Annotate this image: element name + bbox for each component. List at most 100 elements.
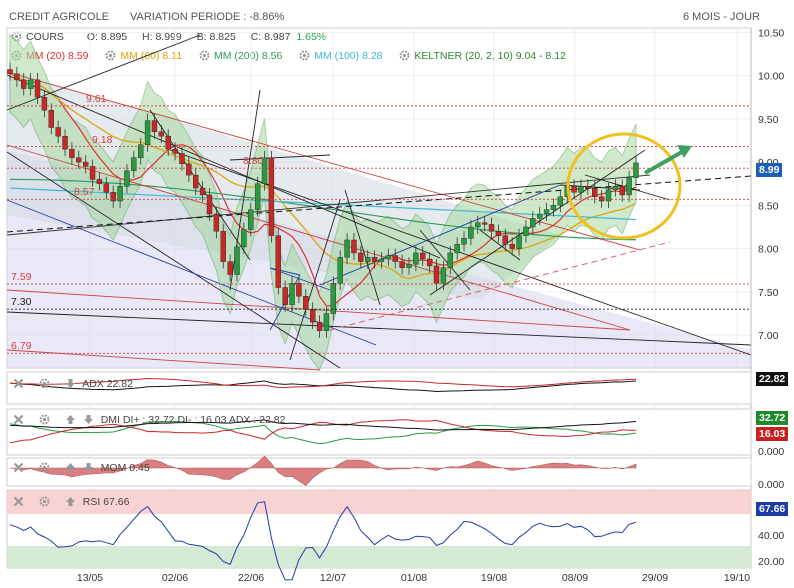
candle-body [468,226,474,239]
highlight-circle [566,132,682,240]
up-arrow-icon[interactable] [65,496,76,507]
price-level-label: 8.80 [243,155,264,168]
trend-line [429,149,646,296]
candle-body [371,257,378,262]
trend-line [169,149,752,356]
candle-body [117,186,123,202]
trend-line [319,184,561,286]
mom-zero-tick: 0.000 [758,479,785,491]
last-price-badge: 8.99 [756,163,783,177]
candle-body [261,157,268,184]
candle-body [289,283,295,306]
close-value: C: 8.987 [250,31,291,43]
adx-badge: 22.82 [756,372,789,386]
candle-body [241,229,247,248]
gear-icon[interactable] [39,462,50,473]
candle-body [461,238,467,245]
candle-body [536,213,543,219]
candle-body [323,313,330,331]
up-arrow-icon[interactable] [65,414,76,425]
price-level-label: 7.30 [11,296,32,309]
indicator-panel [6,457,752,487]
mom-label: MOM [100,462,127,474]
gear-icon[interactable] [39,414,50,425]
gear-icon[interactable] [11,31,22,42]
overlay-keltner[interactable]: KELTNER (20, 2, 10) 9.04 - 8.12 [399,50,566,62]
candle-body [475,222,481,228]
candle-body [309,308,316,323]
rsi-line [9,501,637,581]
down-arrow-icon[interactable] [83,462,94,473]
down-arrow-icon[interactable] [83,414,94,425]
candle-body [158,131,165,137]
dmi-minus: DI- : 16.03 [177,414,227,426]
candle-body [495,231,502,236]
candle-body [633,162,639,178]
overlay-mm60[interactable]: MM (60) 8.11 [105,50,182,62]
candle-body [385,255,392,260]
candle-body [516,235,522,249]
candle-body [76,157,82,163]
instrument-name: CREDIT AGRICOLE [9,11,110,23]
candle-body [578,186,584,193]
keltner-band [9,33,637,371]
di-minus-line [9,419,637,444]
overlay-name: MM (100) [314,50,360,62]
x-tick-label: 29/09 [642,572,668,584]
candle-body [592,187,598,197]
trend-line [269,267,301,276]
rsi-oversold-zone [7,546,751,568]
candle-body [213,213,220,232]
overlay-value: 8.59 [68,50,89,62]
dmi-minus-badge: 16.03 [756,427,789,441]
candle-body [523,226,529,236]
overlay-mm200[interactable]: MM (200) 8.56 [199,50,282,62]
candle-body [89,166,96,180]
high-value: H: 8.999 [142,31,182,43]
cours-row: COURS O: 8.895 H: 8.999 B: 8.825 C: 8.98… [11,31,326,43]
gear-icon[interactable] [39,496,50,507]
overlay-name: MM (60) [120,50,160,62]
candle-body [27,79,34,89]
candle-body [199,187,206,196]
overlay-value: 8.28 [362,50,383,62]
indicator-panel [6,408,752,456]
close-icon[interactable] [13,462,24,473]
gear-icon[interactable] [299,50,310,61]
trend-line [289,199,341,361]
trend-line [6,144,631,331]
candle-body [275,235,281,288]
y-tick-label: 10.50 [758,27,784,39]
up-arrow-icon[interactable] [65,462,76,473]
rsi-tick-40: 40.00 [758,530,785,542]
close-icon[interactable] [13,414,24,425]
close-icon[interactable] [13,378,24,389]
gear-icon[interactable] [105,50,116,61]
candle-body [296,283,302,297]
candle-body [530,218,536,228]
price-level-label: 9.18 [92,133,113,146]
dmi-plus-badge: 32.72 [756,411,789,425]
y-tick-label: 9.50 [758,114,779,126]
down-arrow-icon[interactable] [65,378,76,389]
candle-body [413,252,419,265]
candle-body [48,109,54,128]
close-icon[interactable] [13,496,24,507]
candle-body [7,69,13,75]
candle-body [165,135,171,150]
candle-body [248,209,254,230]
bullish-arrow [644,150,683,175]
gear-icon[interactable] [39,378,50,389]
overlay-name: MM (200) [213,50,259,62]
candle-body [124,170,130,187]
dmi-header: DMI DI+ : 32.72 DI- : 16.03 ADX : 22.82 [13,414,285,426]
gear-icon[interactable] [199,50,210,61]
candle-body [337,257,343,284]
candle-body [34,79,41,98]
overlay-mm100[interactable]: MM (100) 8.28 [299,50,383,62]
overlay-value: 8.11 [162,50,183,62]
period-selector[interactable]: 6 MOIS - JOUR [683,11,761,23]
gear-icon[interactable] [399,50,410,61]
trend-line [479,229,521,261]
